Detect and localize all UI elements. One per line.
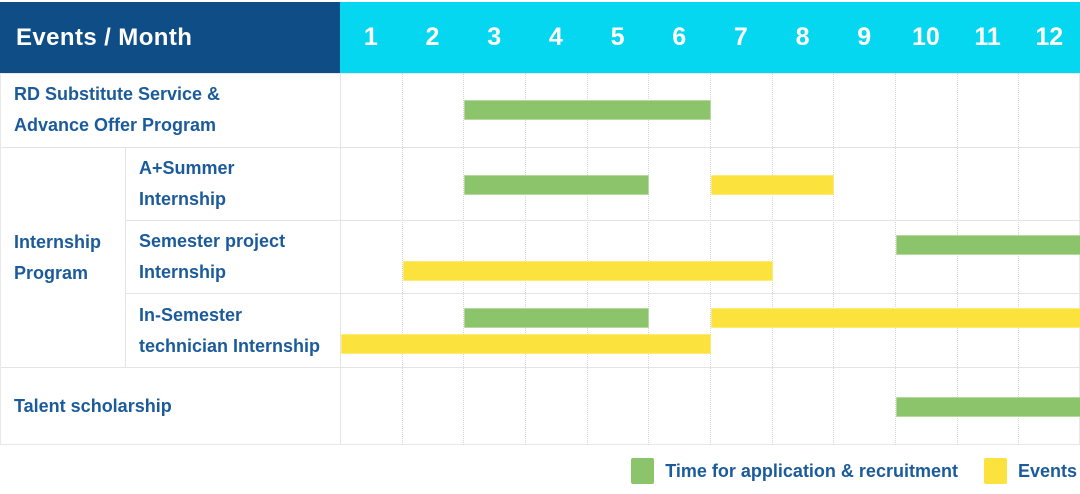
bar-application-m3-m5 bbox=[464, 308, 650, 328]
row-chart-semester-project-internship bbox=[340, 220, 1080, 293]
legend-item-application: Time for application & recruitment bbox=[631, 458, 958, 484]
row-chart-a-summer-internship bbox=[340, 147, 1080, 220]
bar-application-m10-m12 bbox=[896, 397, 1080, 417]
month-header-strip: 1 2 3 4 5 6 7 8 9 10 11 12 bbox=[340, 2, 1080, 73]
bar-application-m3-m6 bbox=[464, 100, 711, 120]
bar-application-m10-m12 bbox=[896, 235, 1080, 255]
month-header-5: 5 bbox=[610, 23, 625, 51]
bar-application-m3-m5 bbox=[464, 175, 650, 195]
month-header-2: 2 bbox=[425, 23, 440, 51]
bar-event-m7-m8 bbox=[711, 175, 835, 195]
legend-label-event: Events bbox=[1017, 460, 1077, 481]
month-header-6: 6 bbox=[672, 23, 687, 51]
month-header-8: 8 bbox=[795, 23, 810, 51]
month-header-9: 9 bbox=[857, 23, 872, 51]
row-label-line: Advance Offer Program bbox=[14, 115, 217, 135]
row-label-line: Internship bbox=[139, 189, 227, 209]
row-label-a-summer-internship: A+Summer Internship bbox=[125, 147, 340, 220]
row-chart-rd-substitute-service-advance-offer-program bbox=[340, 73, 1080, 147]
month-header-7: 7 bbox=[733, 23, 748, 51]
row-label-line: Internship bbox=[139, 262, 227, 282]
events-month-header-cell: Events / Month bbox=[0, 2, 340, 73]
bar-event-m2-m7 bbox=[402, 261, 773, 281]
row-label-line: RD Substitute Service & bbox=[14, 84, 221, 104]
row-label-line: Semester project bbox=[139, 231, 286, 251]
row-chart-in-semester-technician-internship bbox=[340, 293, 1080, 367]
row-label-line: technician Internship bbox=[139, 335, 321, 356]
legend-swatch-application bbox=[631, 458, 655, 484]
header-title: Events / Month bbox=[16, 23, 193, 51]
row-label-rd-substitute-service-advance-offer-program: RD Substitute Service & Advance Offer Pro… bbox=[0, 73, 340, 147]
row-label-line: In-Semester bbox=[139, 304, 243, 325]
legend-swatch-event bbox=[983, 458, 1007, 484]
month-header-3: 3 bbox=[487, 23, 502, 51]
month-header-4: 4 bbox=[548, 23, 563, 51]
group-label-line: Internship bbox=[14, 231, 102, 252]
row-label-line: Talent scholarship bbox=[14, 396, 172, 416]
month-header-1: 1 bbox=[363, 23, 378, 51]
bar-event-m1-m6 bbox=[341, 334, 711, 354]
month-header-10: 10 bbox=[911, 23, 940, 51]
table-header-row: Events / Month 1 2 3 4 5 6 7 8 9 10 11 12 bbox=[0, 2, 1080, 73]
row-label-in-semester-technician-internship: In-Semester technician Internship bbox=[125, 293, 340, 367]
group-label-line: Program bbox=[14, 262, 89, 283]
schedule-table: Events / Month 1 2 3 4 5 6 7 8 9 10 11 12 Internshi… bbox=[0, 2, 1080, 445]
month-header-12: 12 bbox=[1035, 23, 1064, 51]
legend: Time for application & recruitment Events bbox=[631, 458, 1077, 484]
month-header-11: 11 bbox=[974, 23, 1001, 51]
row-label-line: A+Summer bbox=[139, 158, 235, 178]
row-label-talent-scholarship: Talent scholarship bbox=[0, 367, 340, 445]
legend-item-event: Events bbox=[983, 458, 1077, 484]
row-label-semester-project-internship: Semester project Internship bbox=[125, 220, 340, 293]
row-chart-talent-scholarship bbox=[340, 367, 1080, 445]
legend-label-application: Time for application & recruitment bbox=[665, 460, 958, 481]
bar-event-m7-m12 bbox=[711, 308, 1080, 328]
table-body: Internship Program RD Substitute Service &… bbox=[0, 73, 1080, 445]
row-group-label-internship-program: Internship Program bbox=[0, 147, 125, 367]
